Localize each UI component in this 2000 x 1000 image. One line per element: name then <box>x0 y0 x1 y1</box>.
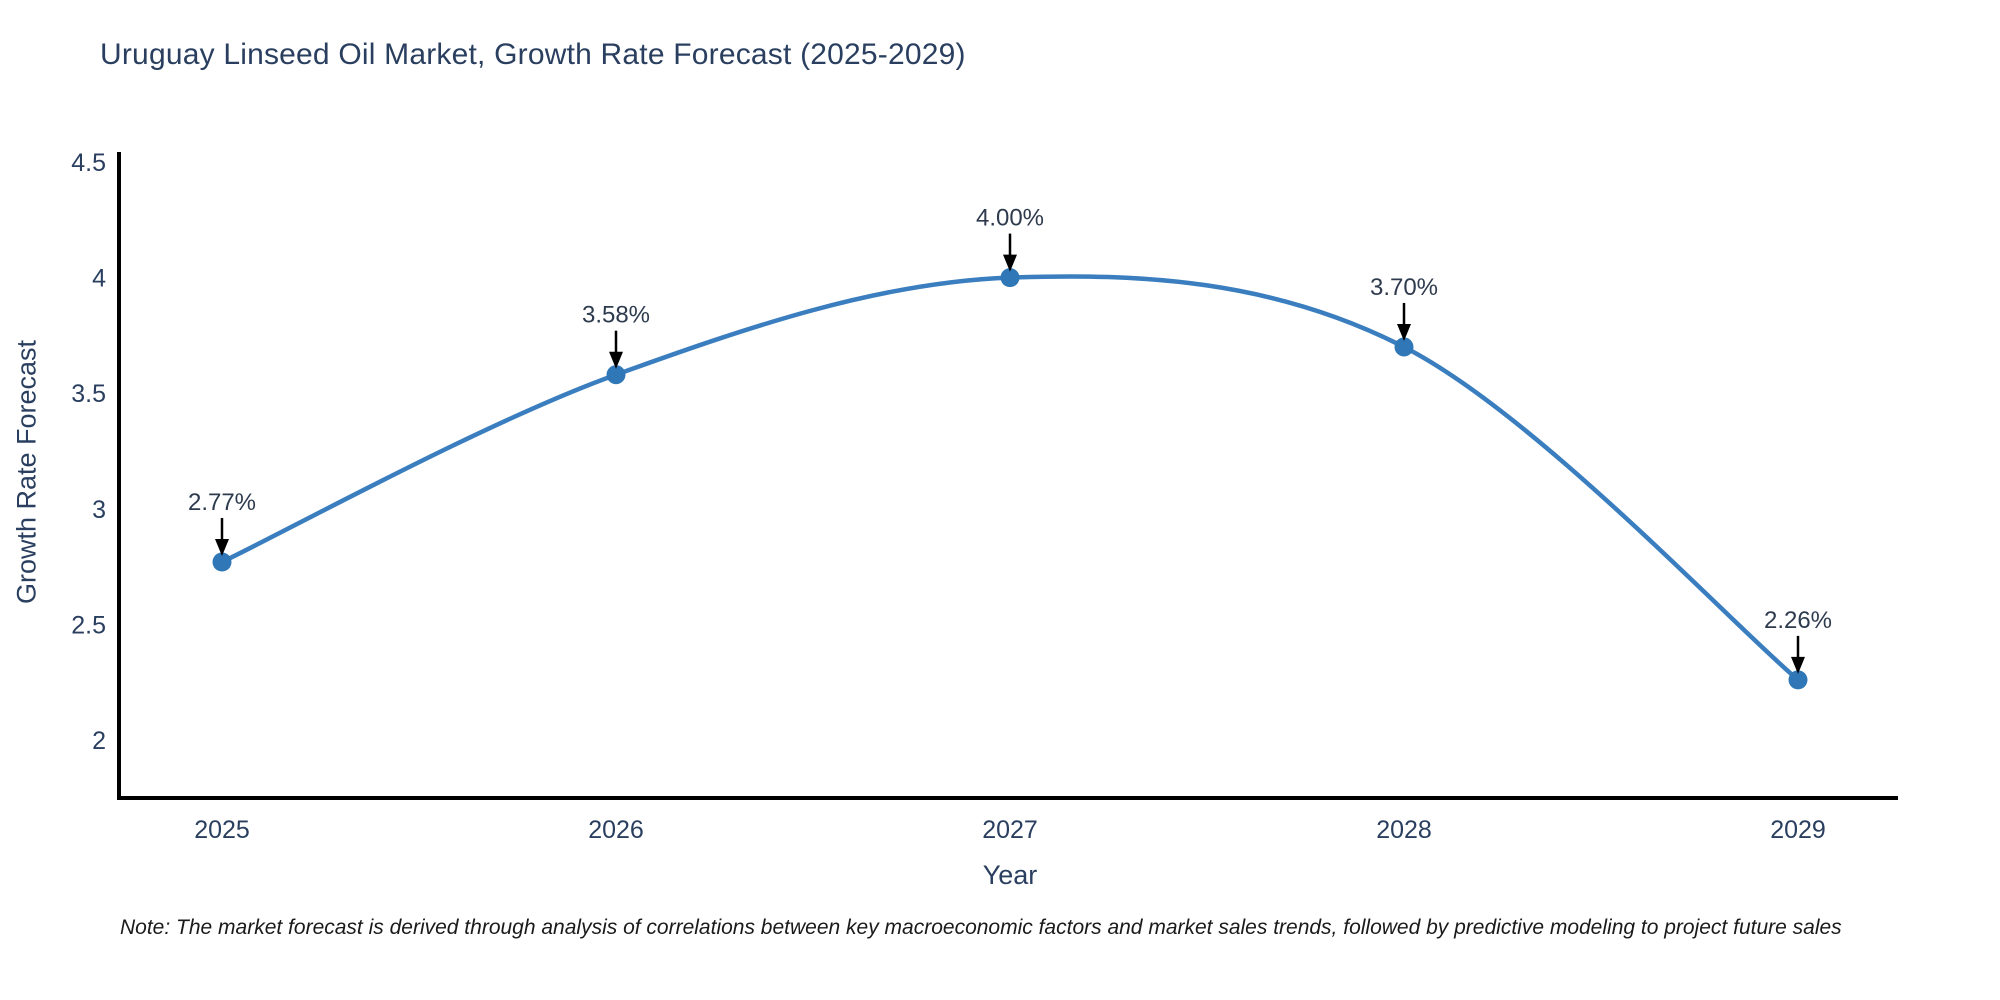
data-point[interactable] <box>212 552 232 572</box>
annotation-arrowhead-icon <box>215 538 229 556</box>
data-point[interactable] <box>1000 268 1020 288</box>
data-point[interactable] <box>1394 337 1414 357</box>
y-tick-label: 2.5 <box>71 611 106 639</box>
annotation-arrowhead-icon <box>1791 656 1805 674</box>
annotation-arrowhead-icon <box>609 351 623 369</box>
point-annotation: 3.70% <box>1370 274 1438 301</box>
x-tick-label: 2029 <box>1770 816 1826 844</box>
y-tick-label: 2 <box>92 727 106 755</box>
trend-line <box>219 274 1801 683</box>
point-annotation: 2.77% <box>188 489 256 516</box>
y-tick-label: 4 <box>92 265 106 293</box>
data-point[interactable] <box>1788 670 1808 690</box>
annotation-arrowhead-icon <box>1397 323 1411 341</box>
x-tick-label: 2026 <box>588 816 644 844</box>
chart-title: Uruguay Linseed Oil Market, Growth Rate … <box>100 38 966 71</box>
annotation-arrowhead-icon <box>1003 254 1017 272</box>
x-axis-title: Year <box>982 860 1038 890</box>
point-annotation: 2.26% <box>1764 607 1832 634</box>
y-tick-label: 3.5 <box>71 380 106 408</box>
y-tick-label: 4.5 <box>71 149 106 177</box>
x-tick-label: 2025 <box>194 816 250 844</box>
x-tick-label: 2027 <box>982 816 1038 844</box>
x-tick-label: 2028 <box>1376 816 1432 844</box>
footnote: Note: The market forecast is derived thr… <box>120 916 1842 939</box>
point-annotation: 4.00% <box>976 205 1044 232</box>
y-tick-label: 3 <box>92 496 106 524</box>
data-point[interactable] <box>606 365 626 385</box>
point-annotation: 3.58% <box>582 302 650 329</box>
